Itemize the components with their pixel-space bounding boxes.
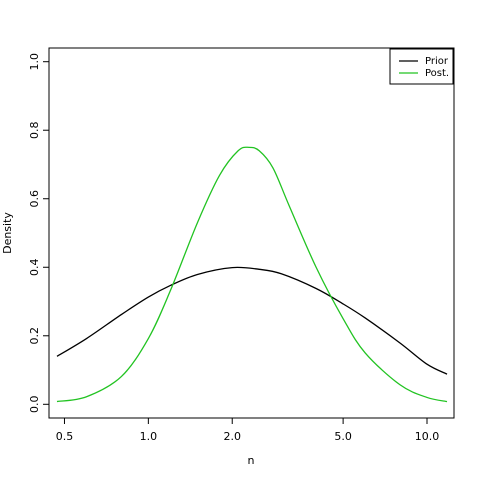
x-tick-label: 10.0 <box>415 430 440 443</box>
legend-label: Prior <box>425 56 449 67</box>
y-tick-label: 0.4 <box>28 259 41 277</box>
y-tick-label: 0.2 <box>28 327 41 345</box>
series-layer <box>56 146 448 403</box>
series-line-post <box>56 146 448 403</box>
y-tick-label: 0.8 <box>28 121 41 139</box>
legend-label: Post. <box>425 68 449 79</box>
x-tick-label: 5.0 <box>334 430 352 443</box>
x-tick-label: 0.5 <box>56 430 74 443</box>
x-axis: 0.5 1.0 2.0 5.0 10.0 <box>56 418 440 443</box>
y-tick-label: 0.0 <box>28 396 41 414</box>
series-line-prior <box>56 266 448 375</box>
y-tick-label: 1.0 <box>28 53 41 71</box>
x-tick-label: 2.0 <box>223 430 241 443</box>
y-axis-label: Density <box>1 212 14 254</box>
legend-box <box>389 48 454 85</box>
plot-frame <box>48 47 455 419</box>
y-axis: 0.0 0.2 0.4 0.6 0.8 1.0 <box>28 53 49 413</box>
x-tick-label: 1.0 <box>140 430 158 443</box>
x-axis-label: n <box>248 454 255 467</box>
y-tick-label: 0.6 <box>28 190 41 208</box>
